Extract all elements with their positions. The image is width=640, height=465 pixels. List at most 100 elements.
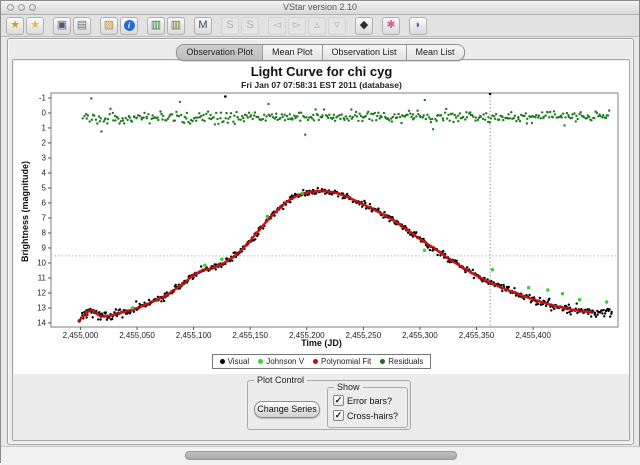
toolbar: ★ ★ ▣ ▤ ▨ i ▥ ▥ M S S ◅ ▻ ▵ ▿ ◆ ✱ ◗: [1, 15, 639, 37]
legend-item-visual: Visual: [219, 357, 250, 366]
raw-data-plot-icon: ▥: [150, 18, 162, 31]
main-panel: Observation Plot Mean Plot Observation Lis…: [7, 38, 634, 445]
x-tick-label: 2,455,050: [119, 331, 155, 340]
filter-right-button: ▻: [288, 16, 306, 35]
tab-bar-wrap: Observation Plot Mean Plot Observation Lis…: [8, 44, 633, 61]
phase-search-icon: ✱: [386, 18, 396, 31]
plot-control-label: Plot Control: [254, 375, 308, 385]
y-axis-label: Brightness (magnitude): [20, 160, 30, 262]
status-bar: [1, 446, 640, 465]
progress-bar: [185, 451, 457, 460]
y-tick-label: 10: [37, 258, 46, 267]
tab-observation-list[interactable]: Observation List: [321, 45, 406, 60]
legend-label: Polynomial Fit: [321, 357, 372, 366]
cross-hairs-checkbox[interactable]: ✓ Cross-hairs?: [333, 410, 398, 421]
pan-button[interactable]: ◆: [355, 16, 373, 35]
legend-label: Johnson V: [266, 357, 305, 366]
minimize-button[interactable]: [18, 4, 25, 11]
y-tick-label: 11: [38, 273, 47, 282]
zoom-out-icon: S: [246, 18, 254, 31]
plot-area: [51, 93, 618, 327]
y-tick-label: 7: [42, 213, 47, 222]
legend: Visual Johnson V Polynomial Fit Residuals: [211, 354, 432, 369]
traffic-lights: [7, 4, 36, 11]
chart-panel: Light Curve for chi cyg Fri Jan 07 07:58…: [14, 61, 629, 374]
cross-hairs-label: Cross-hairs?: [347, 410, 399, 421]
filter-down-icon: ▿: [334, 18, 340, 31]
y-tick-label: 13: [37, 303, 46, 312]
tab-mean-plot[interactable]: Mean Plot: [261, 45, 322, 60]
title-bar: VStar version 2.10: [1, 1, 639, 15]
raw-data-plot-button[interactable]: ▥: [147, 16, 165, 35]
zoom-in-icon: S: [226, 18, 234, 31]
zoom-button[interactable]: [29, 4, 36, 11]
y-tick-label: 8: [42, 228, 47, 237]
cross-hairs-checkmark-icon: ✓: [333, 410, 344, 421]
filter-up-icon: ▵: [314, 18, 320, 31]
new-star-from-database-icon: ★: [10, 18, 20, 31]
x-tick-label: 2,455,200: [289, 331, 325, 340]
x-tick-label: 2,455,000: [63, 331, 99, 340]
change-series-button[interactable]: Change Series: [254, 401, 320, 418]
x-tick-label: 2,455,250: [346, 331, 382, 340]
legend-label: Residuals: [388, 357, 424, 366]
light-curve-plot[interactable]: 2,455,000 2,455,050 2,455,100 2,455,150 2,45…: [14, 61, 629, 374]
y-tick-label: 5: [42, 183, 47, 192]
filter-down-button: ▿: [328, 16, 346, 35]
y-tick-label: 2: [42, 138, 47, 147]
legend-marker-icon: [380, 359, 386, 364]
zoom-out-button: S: [241, 16, 259, 35]
y-tick-label: 3: [42, 153, 47, 162]
tab-bar: Observation Plot Mean Plot Observation Lis…: [176, 44, 465, 61]
legend-marker-icon: [313, 359, 319, 364]
save-icon: ▣: [56, 18, 68, 31]
help-icon: ◗: [414, 18, 422, 31]
means-button[interactable]: M: [194, 16, 212, 35]
error-bars-checkmark-icon: ✓: [333, 395, 344, 406]
x-tick-label: 2,455,100: [176, 331, 212, 340]
error-bars-checkbox[interactable]: ✓ Error bars?: [333, 395, 392, 406]
info-icon: i: [123, 19, 135, 31]
y-tick-label: 1: [42, 123, 47, 132]
x-tick-label: 2,455,150: [232, 331, 268, 340]
info-document-icon: ▨: [103, 18, 115, 31]
filter-left-button: ◅: [268, 16, 286, 35]
legend-marker-icon: [258, 359, 264, 364]
legend-item-polynomial-fit: Polynomial Fit: [313, 357, 371, 366]
legend-label: Visual: [227, 357, 250, 366]
save-button[interactable]: ▣: [53, 16, 71, 35]
observation-plot-pane: Light Curve for chi cyg Fri Jan 07 07:58…: [12, 59, 630, 441]
x-tick-label: 2,455,300: [402, 331, 438, 340]
zoom-in-button: S: [221, 16, 239, 35]
phase-plot-icon: ▥: [170, 18, 182, 31]
x-tick-label: 2,455,350: [459, 331, 495, 340]
close-button[interactable]: [7, 4, 14, 11]
plot-control-group: Plot Control Change Series Show ✓ Error …: [247, 375, 411, 430]
phase-search-button[interactable]: ✱: [382, 16, 400, 35]
chart-title: Light Curve for chi cyg: [250, 64, 393, 79]
phase-plot-button[interactable]: ▥: [167, 16, 185, 35]
y-tick-label: 12: [37, 288, 46, 297]
info-document-button[interactable]: ▨: [100, 16, 118, 35]
info-button[interactable]: i: [120, 16, 138, 35]
polynomial-fit-series: [77, 189, 594, 323]
tab-observation-plot[interactable]: Observation Plot: [177, 45, 262, 60]
new-star-from-database-button[interactable]: ★: [6, 16, 24, 35]
y-tick-label: -1: [39, 93, 47, 102]
legend-item-residuals: Residuals: [380, 357, 423, 366]
print-button[interactable]: ▤: [73, 16, 91, 35]
new-star-from-file-button[interactable]: ★: [26, 16, 44, 35]
help-button[interactable]: ◗: [409, 16, 427, 35]
show-group: Show ✓ Error bars? ✓ Cross-hairs?: [327, 382, 408, 428]
y-tick-label: 6: [42, 198, 47, 207]
error-bars-label: Error bars?: [347, 395, 393, 406]
johnson-v-series: [130, 191, 609, 310]
y-tick-label: 0: [42, 108, 47, 117]
tab-mean-list[interactable]: Mean List: [405, 45, 464, 60]
y-tick-label: 9: [42, 243, 47, 252]
y-tick-label: 4: [42, 168, 47, 177]
chart-subtitle: Fri Jan 07 07:58:31 EST 2011 (database): [241, 80, 402, 90]
legend-wrap: Visual Johnson V Polynomial Fit Residuals: [14, 354, 629, 369]
new-star-from-file-icon: ★: [30, 18, 40, 31]
